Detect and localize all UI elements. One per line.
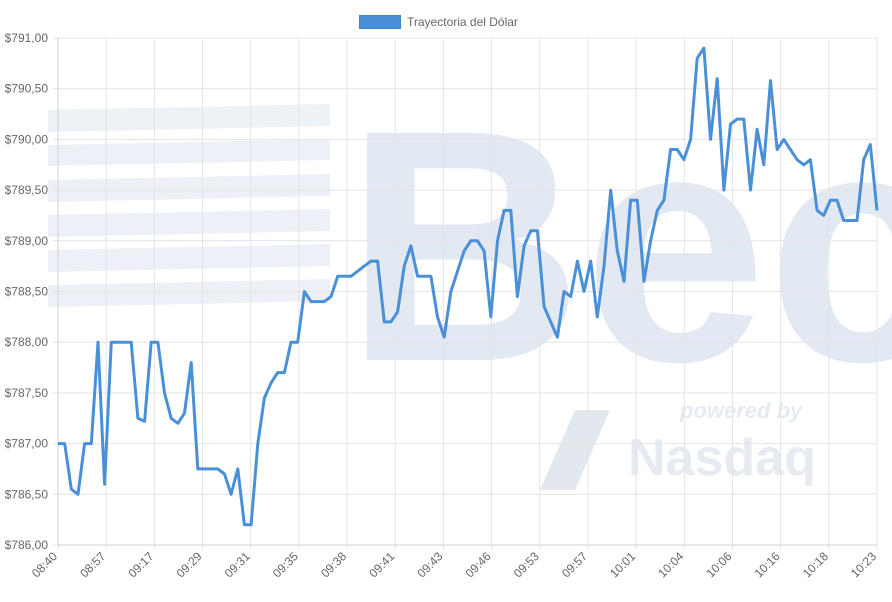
x-tick-label: 09:46 — [463, 549, 494, 580]
x-tick-label: 08:57 — [77, 549, 108, 580]
y-tick-label: $788,50 — [5, 285, 49, 299]
watermark-tagline: powered by — [679, 398, 804, 423]
x-tick-label: 09:38 — [318, 549, 349, 580]
x-tick-label: 09:41 — [366, 549, 397, 580]
x-axis: 08:40 08:57 09:17 09:29 09:31 09:35 09:38 09:41… — [29, 549, 879, 580]
y-tick-label: $790,50 — [5, 82, 49, 96]
y-tick-label: $791,00 — [5, 31, 49, 45]
y-tick-label: $786,00 — [5, 538, 49, 552]
nasdaq-logo-mark — [540, 410, 610, 490]
x-tick-label: 09:35 — [270, 549, 301, 580]
y-tick-label: $786,50 — [5, 487, 49, 501]
y-tick-label: $790,00 — [5, 132, 49, 146]
y-tick-label: $787,50 — [5, 386, 49, 400]
x-tick-label: 10:01 — [607, 549, 638, 580]
x-tick-label: 09:29 — [174, 549, 205, 580]
y-tick-label: $789,00 — [5, 234, 49, 248]
legend-label: Trayectoria del Dólar — [407, 15, 518, 29]
x-tick-label: 09:43 — [414, 549, 445, 580]
x-tick-label: 09:17 — [125, 549, 156, 580]
series-layer — [58, 46, 879, 527]
x-tick-label: 10:06 — [703, 549, 734, 580]
x-tick-label: 10:18 — [800, 549, 831, 580]
y-tick-label: $787,00 — [5, 437, 49, 451]
chart-legend[interactable]: Trayectoria del Dólar — [359, 14, 518, 30]
x-tick-label: 10:16 — [752, 549, 783, 580]
bec-nasdaq-watermark: Bec powered by Nasdaq — [48, 61, 892, 490]
x-tick-label: 10:23 — [848, 549, 879, 580]
watermark-logo: Bec — [345, 61, 892, 430]
y-tick-label: $789,50 — [5, 183, 49, 197]
watermark-brand: Nasdaq — [628, 429, 816, 487]
legend-swatch — [359, 15, 401, 29]
x-tick-label: 09:57 — [559, 549, 590, 580]
x-tick-label: 10:04 — [655, 549, 686, 580]
y-axis: $791,00 $790,50 $790,00 $789,50 $789,00 $788,… — [5, 31, 49, 552]
x-tick-label: 08:40 — [29, 549, 60, 580]
y-tick-label: $788,00 — [5, 335, 49, 349]
series-line-trayectoria-del-dolar — [58, 46, 879, 527]
x-tick-label: 09:31 — [222, 549, 253, 580]
x-tick-label: 09:53 — [511, 549, 542, 580]
